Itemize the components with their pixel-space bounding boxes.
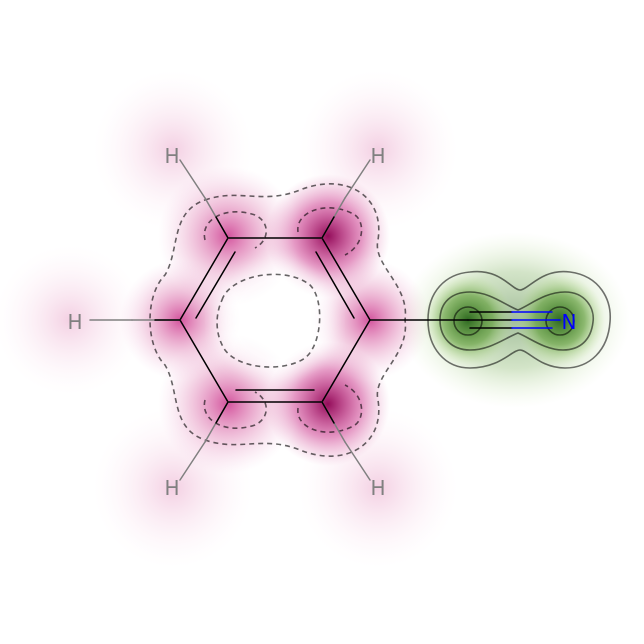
hydrogen-bonds-outer [89, 159, 371, 481]
bonds [89, 159, 561, 481]
outer-negative-contour [149, 183, 407, 457]
hydrogen-bonds-dark [154, 216, 335, 424]
nitrogen-positive-contour [545, 306, 575, 336]
triple-bond [467, 311, 561, 329]
ring-contour-top-right [297, 207, 363, 256]
ring-contour-bottom-right [297, 384, 363, 433]
ring-contour-bottom-left [203, 391, 268, 429]
hydrogen-label: H [164, 476, 179, 500]
hydrogen-label: H [370, 476, 385, 500]
hydrogen-label: H [67, 310, 82, 334]
nitrogen-label: N [562, 310, 577, 334]
atom-labels: H H H H H N [67, 144, 577, 500]
inner-negative-contour [216, 273, 321, 368]
positive-contours [427, 270, 611, 369]
outer-positive-contour [427, 270, 611, 369]
hydrogen-label: H [164, 144, 179, 168]
ring-bonds [179, 237, 371, 403]
middle-positive-contour [439, 291, 594, 351]
hydrogen-label: H [370, 144, 385, 168]
ring-contour-top-left [203, 211, 268, 249]
carbon-positive-contour [453, 306, 483, 336]
negative-contours [149, 183, 407, 457]
density-field [0, 70, 630, 568]
